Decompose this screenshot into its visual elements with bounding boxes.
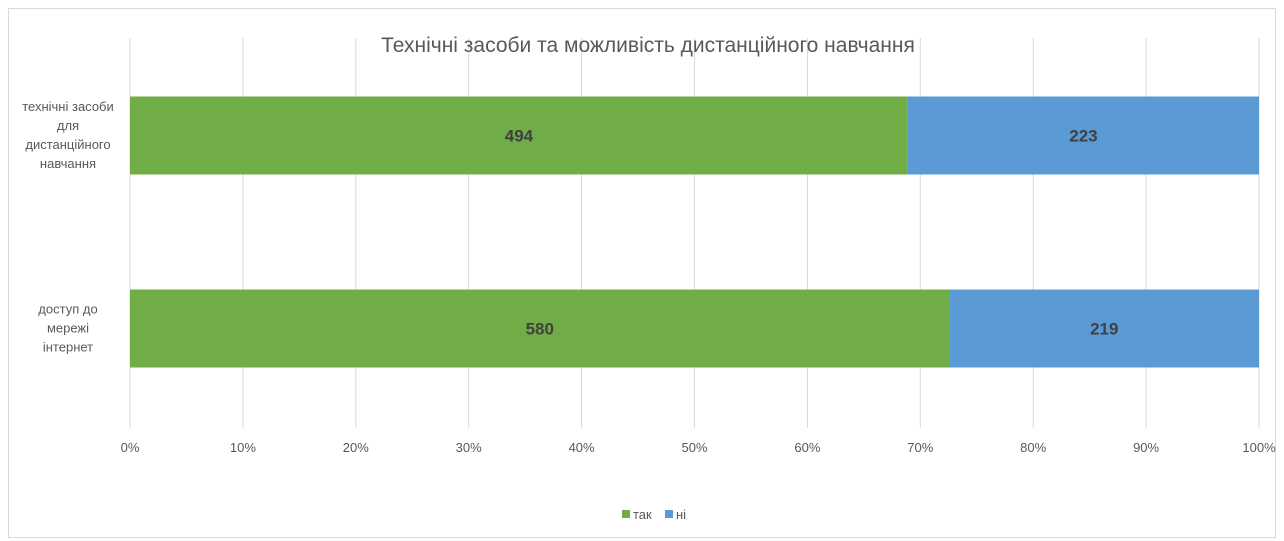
x-tick-label: 40%	[569, 440, 595, 455]
x-tick-label: 70%	[907, 440, 933, 455]
data-label: 219	[1090, 320, 1118, 339]
x-tick-label: 60%	[794, 440, 820, 455]
x-tick-label: 50%	[681, 440, 707, 455]
bar-segment	[949, 289, 1259, 368]
x-tick-label: 30%	[456, 440, 482, 455]
category-label: доступ до мережі інтернет	[38, 302, 97, 355]
bar-segment	[130, 289, 950, 368]
bar-segment	[130, 96, 908, 175]
legend-swatch	[622, 510, 630, 518]
data-label: 580	[526, 320, 554, 339]
labels: 0% 10% 20% 30% 40% 50% 60% 70% 80% 90% 100% 494 223 т…	[22, 99, 1276, 455]
x-tick-label: 80%	[1020, 440, 1046, 455]
x-tick-label: 10%	[230, 440, 256, 455]
bar-segment	[907, 96, 1259, 175]
x-tick-label: 0%	[121, 440, 140, 455]
legend-label: ні	[676, 507, 686, 522]
legend-label: так	[633, 507, 652, 522]
x-tick-label: 20%	[343, 440, 369, 455]
chart-container	[8, 8, 1276, 538]
x-tick-label: 100%	[1242, 440, 1276, 455]
legend: так ні	[622, 507, 686, 522]
legend-swatch	[665, 510, 673, 518]
chart-title: Технічні засоби та можливість дистанційн…	[381, 34, 915, 57]
bars	[130, 96, 1259, 368]
x-tick-label: 90%	[1133, 440, 1159, 455]
data-label: 223	[1069, 127, 1097, 146]
category-label: технічні засоби для дистанційного навчання	[22, 99, 114, 171]
data-label: 494	[505, 127, 534, 146]
